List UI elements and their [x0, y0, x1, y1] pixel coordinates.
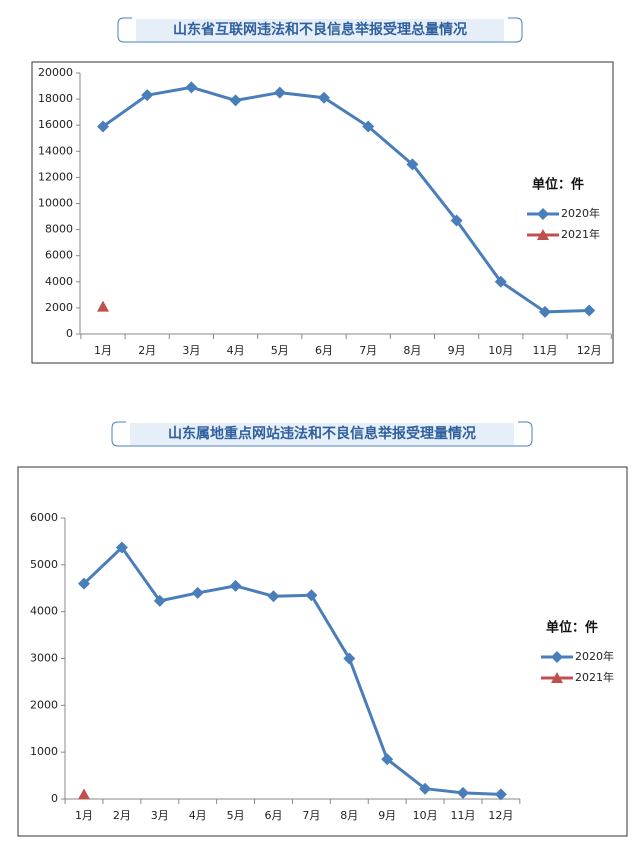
legend-marker	[551, 651, 563, 663]
y-tick-label: 4000	[30, 605, 58, 618]
unit-label: 单位：件	[546, 620, 598, 636]
data-point	[450, 214, 463, 227]
data-point	[97, 300, 109, 312]
y-tick-label: 2000	[30, 698, 58, 711]
data-point	[419, 782, 432, 795]
x-tick-label: 5月	[227, 809, 245, 822]
chart-title: 山东属地重点网站违法和不良信息举报受理量情况	[168, 425, 476, 442]
chart-title: 山东省互联网违法和不良信息举报受理总量情况	[173, 21, 467, 38]
unit-label: 单位：件	[532, 177, 584, 193]
x-tick-label: 3月	[182, 344, 200, 357]
title-background	[136, 19, 504, 41]
x-tick-label: 2月	[113, 809, 131, 822]
legend-marker	[537, 208, 549, 220]
y-tick-label: 5000	[30, 558, 58, 571]
y-tick-label: 20000	[38, 66, 73, 79]
y-tick-label: 6000	[45, 249, 73, 262]
x-tick-label: 11月	[533, 344, 558, 357]
x-tick-label: 6月	[265, 809, 283, 822]
data-point	[362, 120, 375, 133]
title-frame	[111, 421, 533, 447]
y-tick-label: 0	[66, 327, 73, 340]
y-tick-label: 1000	[30, 745, 58, 758]
x-tick-label: 9月	[378, 809, 396, 822]
series-line	[82, 546, 501, 796]
x-tick-label: 6月	[315, 344, 333, 357]
data-point	[406, 158, 419, 171]
data-point	[115, 541, 128, 554]
y-tick-label: 0	[51, 792, 58, 805]
x-tick-label: 8月	[403, 344, 421, 357]
data-point	[191, 586, 204, 599]
x-tick-label: 3月	[151, 809, 169, 822]
x-tick-label: 12月	[488, 809, 513, 822]
data-point	[539, 305, 551, 318]
y-tick-label: 18000	[38, 92, 73, 105]
data-point	[229, 579, 242, 592]
data-point	[318, 91, 330, 104]
x-tick-label: 10月	[413, 809, 438, 822]
y-tick-label: 14000	[38, 144, 73, 157]
x-tick-label: 2月	[138, 344, 156, 357]
data-point	[78, 788, 90, 800]
y-tick-label: 10000	[38, 197, 73, 210]
chart-border	[31, 61, 614, 364]
x-tick-label: 1月	[75, 809, 93, 822]
x-tick-label: 4月	[227, 344, 245, 357]
x-tick-label: 7月	[359, 344, 377, 357]
data-point	[185, 81, 198, 94]
data-point	[78, 577, 90, 590]
data-point	[267, 590, 280, 603]
y-tick-label: 4000	[45, 275, 73, 288]
data-point	[141, 89, 154, 102]
y-tick-label: 2000	[45, 301, 73, 314]
data-point	[97, 120, 109, 133]
x-tick-label: 11月	[451, 809, 476, 822]
y-tick-label: 12000	[38, 170, 73, 183]
legend-label: 2021年	[561, 227, 600, 241]
series-line	[102, 85, 590, 314]
data-point	[494, 275, 507, 288]
title-frame	[117, 17, 523, 43]
x-tick-label: 12月	[577, 344, 602, 357]
data-point	[343, 652, 356, 665]
x-tick-label: 5月	[271, 344, 289, 357]
legend-marker	[537, 229, 549, 240]
x-tick-label: 9月	[448, 344, 466, 357]
y-tick-label: 16000	[38, 118, 73, 131]
x-tick-label: 10月	[488, 344, 513, 357]
x-tick-label: 8月	[340, 809, 358, 822]
legend-marker	[551, 672, 563, 683]
legend-label: 2021年	[575, 670, 614, 684]
y-tick-label: 6000	[30, 511, 58, 524]
data-point	[153, 594, 166, 607]
chart-border	[17, 466, 628, 837]
data-point	[583, 304, 596, 317]
legend-label: 2020年	[561, 206, 600, 220]
data-point	[457, 786, 469, 799]
legend-label: 2020年	[575, 649, 614, 663]
data-point	[273, 86, 286, 99]
title-background	[130, 423, 514, 445]
x-tick-label: 4月	[189, 809, 207, 822]
x-tick-label: 1月	[94, 344, 112, 357]
data-point	[305, 589, 318, 602]
y-tick-label: 3000	[30, 652, 58, 665]
y-tick-label: 8000	[45, 223, 73, 236]
x-tick-label: 7月	[302, 809, 320, 822]
data-point	[229, 94, 242, 107]
data-point	[381, 753, 394, 766]
data-point	[494, 788, 507, 801]
